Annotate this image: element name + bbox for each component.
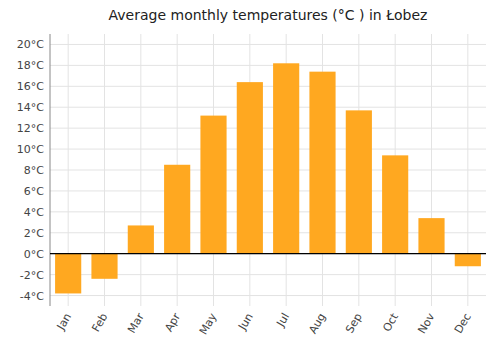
y-grid-line [50, 295, 486, 296]
bar [273, 63, 299, 253]
bar [55, 254, 81, 294]
bar [128, 225, 154, 253]
y-tick-label: 12°C [17, 122, 44, 135]
x-tick-label: Mar [125, 311, 147, 336]
x-tick-label: Feb [89, 311, 110, 334]
y-tick-label: 6°C [24, 185, 44, 198]
y-tick-label: 14°C [17, 101, 44, 114]
y-grid-line [50, 253, 486, 254]
y-tick-label: -2°C [20, 269, 44, 282]
bar [200, 116, 226, 254]
x-tick-label: Apr [162, 311, 183, 334]
x-tick-label: Jul [274, 311, 292, 330]
bars [55, 63, 481, 293]
bar [237, 82, 263, 254]
x-tick-label: Dec [452, 311, 474, 336]
y-grid-line [50, 128, 486, 129]
y-axis-line [50, 34, 51, 306]
bar [91, 254, 117, 279]
bar [455, 254, 481, 267]
y-tick-label: 10°C [17, 143, 44, 156]
chart-container: Average monthly temperatures (°C ) in Ło… [0, 0, 500, 350]
zero-line [50, 253, 486, 254]
x-tick-label: Aug [306, 311, 328, 336]
grid [50, 34, 486, 306]
y-grid-line [50, 170, 486, 171]
x-tick-label: Jun [235, 311, 255, 333]
y-grid-line [50, 149, 486, 150]
y-grid-line [50, 211, 486, 212]
x-tick-label: Sep [343, 311, 365, 335]
y-grid-line [50, 86, 486, 87]
y-tick-label: 18°C [17, 59, 44, 72]
y-grid-line [50, 190, 486, 191]
axes: -4°C -2°C 0°C 2°C 4°C 6°C 8°C 10°C 12°C 14°C 16°C 1… [17, 34, 474, 337]
y-grid-line [50, 65, 486, 66]
y-tick-label: 2°C [24, 227, 44, 240]
y-tick-label: 20°C [17, 38, 44, 51]
y-tick-label: 8°C [24, 164, 44, 177]
x-tick-label: Oct [380, 310, 401, 334]
bar [346, 110, 372, 253]
y-tick-label: 4°C [24, 206, 44, 219]
x-tick-label: Jan [54, 311, 74, 333]
x-tick-label: May [197, 311, 220, 338]
bar [418, 218, 444, 254]
title: Average monthly temperatures (°C ) in Ło… [109, 7, 428, 23]
x-grid-line [431, 34, 432, 306]
bar [309, 72, 335, 254]
y-tick-label: -4°C [20, 290, 44, 303]
chart: Average monthly temperatures (°C ) in Ło… [0, 0, 500, 350]
x-grid-line [140, 34, 141, 306]
y-tick-label: 16°C [17, 80, 44, 93]
x-tick-label: Nov [415, 311, 437, 337]
y-grid-line [50, 107, 486, 108]
bar [164, 165, 190, 254]
y-grid-line [50, 44, 486, 45]
y-tick-label: 0°C [24, 248, 44, 261]
bar [382, 155, 408, 253]
